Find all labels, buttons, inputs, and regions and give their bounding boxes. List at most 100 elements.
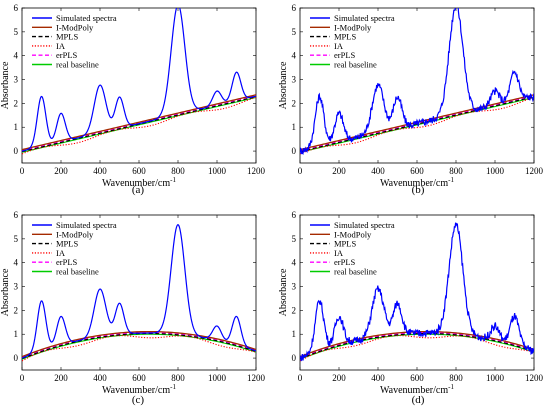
y-tick-label: 2: [14, 305, 19, 315]
x-tick-label: 0: [20, 166, 25, 176]
x-tick-label: 400: [371, 166, 385, 176]
chart-panel-2: 0 200 400 600 800 1000 1200 0 1 2 3 4 5 6 Wavenumber/c…: [278, 3, 544, 196]
legend-entry: erPLS: [334, 50, 356, 60]
x-tick-label: 200: [332, 166, 346, 176]
y-tick-label: 4: [292, 258, 297, 268]
plot-lines: [300, 8, 534, 156]
series-line-i-modpoly: [300, 330, 534, 358]
x-tick-label: 200: [54, 166, 68, 176]
legend: Simulated spectraI-ModPolyMPLSIAerPLSrea…: [310, 13, 395, 70]
y-tick-label: 2: [292, 305, 297, 315]
legend-entry: erPLS: [334, 257, 356, 267]
plot-lines: [22, 8, 256, 155]
series-line-simulated-spectra: [300, 222, 534, 362]
x-tick-label: 800: [449, 373, 463, 383]
x-tick-label: 1000: [208, 373, 227, 383]
series-line-ia: [22, 334, 256, 362]
y-tick-label: 2: [14, 98, 19, 108]
x-tick-label: 800: [449, 166, 463, 176]
x-tick-label: 1200: [525, 373, 544, 383]
legend-entry: I-ModPoly: [56, 229, 94, 239]
legend-entry: IA: [334, 248, 344, 258]
y-tick-label: 0: [14, 353, 19, 363]
y-tick-label: 3: [292, 75, 297, 85]
legend-entry: MPLS: [56, 239, 78, 249]
x-tick-label: 800: [171, 373, 185, 383]
series-line-mpls: [300, 332, 534, 360]
x-axis-title-superscript: -1: [170, 176, 176, 184]
legend-entry: IA: [56, 41, 66, 51]
y-tick-label: 5: [14, 234, 19, 244]
legend: Simulated spectraI-ModPolyMPLSIAerPLSrea…: [32, 13, 117, 70]
x-axis-title: Wavenumber/cm-1: [102, 176, 176, 189]
series-line-simulated-spectra: [22, 8, 256, 152]
chart-panel-4: 0 200 400 600 800 1000 1200 0 1 2 3 4 5 6 Wavenumber/c…: [278, 210, 544, 406]
series-line-real-baseline: [300, 96, 534, 153]
chart-panel-3: 0 200 400 600 800 1000 1200 0 1 2 3 4 5 6 Wavenumber/c…: [0, 210, 266, 406]
panel-label: (c): [132, 394, 145, 406]
x-axis-title: Wavenumber/cm-1: [380, 176, 454, 189]
legend-entry: IA: [334, 41, 344, 51]
y-tick-label: 1: [14, 122, 19, 132]
x-tick-label: 0: [20, 373, 25, 383]
legend-entry: I-ModPoly: [56, 22, 94, 32]
legend-entry: erPLS: [56, 257, 78, 267]
legend-entry: real baseline: [56, 60, 99, 70]
x-tick-label: 400: [93, 166, 107, 176]
x-tick-label: 1200: [247, 166, 266, 176]
series-line-ia: [300, 96, 534, 155]
y-tick-label: 4: [292, 51, 297, 61]
x-axis-title-superscript: -1: [448, 383, 454, 391]
y-tick-label: 6: [292, 210, 297, 220]
y-tick-label: 3: [14, 75, 19, 85]
y-tick-label: 0: [14, 146, 19, 156]
x-tick-label: 200: [54, 373, 68, 383]
plot-lines: [22, 224, 256, 362]
legend-entry: Simulated spectra: [56, 13, 117, 23]
series-line-mpls: [300, 96, 534, 153]
x-tick-label: 600: [410, 166, 424, 176]
legend-entry: MPLS: [56, 32, 78, 42]
legend-entry: erPLS: [56, 50, 78, 60]
legend-entry: Simulated spectra: [334, 13, 395, 23]
y-axis-title: Absorbance: [0, 61, 11, 109]
legend-entry: Simulated spectra: [56, 220, 117, 230]
x-tick-label: 600: [132, 166, 146, 176]
series-line-real-baseline: [22, 333, 256, 360]
legend-entry: MPLS: [334, 32, 356, 42]
y-tick-label: 5: [292, 27, 297, 37]
legend-entry: I-ModPoly: [334, 22, 372, 32]
panel-label: (d): [412, 394, 425, 406]
panel-label: (a): [132, 184, 145, 196]
y-axis-title: Absorbance: [278, 61, 289, 109]
y-tick-label: 1: [292, 329, 297, 339]
legend-entry: real baseline: [56, 267, 99, 277]
x-axis-title: Wavenumber/cm-1: [102, 383, 176, 396]
series-line-simulated-spectra: [300, 8, 534, 156]
x-tick-label: 800: [171, 166, 185, 176]
y-tick-label: 5: [14, 27, 19, 37]
y-axis-title: Absorbance: [278, 268, 289, 316]
series-line-ia: [22, 96, 256, 155]
x-tick-label: 1000: [486, 373, 505, 383]
y-tick-label: 0: [292, 353, 297, 363]
x-tick-label: 1200: [247, 373, 266, 383]
x-tick-label: 1000: [208, 166, 227, 176]
legend: Simulated spectraI-ModPolyMPLSIAerPLSrea…: [32, 220, 117, 277]
y-tick-label: 1: [14, 329, 19, 339]
x-tick-label: 600: [410, 373, 424, 383]
y-tick-label: 3: [14, 282, 19, 292]
y-tick-label: 5: [292, 234, 297, 244]
legend-entry: I-ModPoly: [334, 229, 372, 239]
legend-entry: MPLS: [334, 239, 356, 249]
y-tick-label: 1: [292, 122, 297, 132]
y-tick-label: 3: [292, 282, 297, 292]
y-tick-label: 6: [14, 210, 19, 220]
y-tick-label: 0: [292, 146, 297, 156]
series-line-real-baseline: [300, 333, 534, 360]
legend-entry: IA: [56, 248, 66, 258]
series-line-real-baseline: [22, 96, 256, 153]
y-tick-label: 2: [292, 98, 297, 108]
series-line-i-modpoly: [22, 94, 256, 151]
